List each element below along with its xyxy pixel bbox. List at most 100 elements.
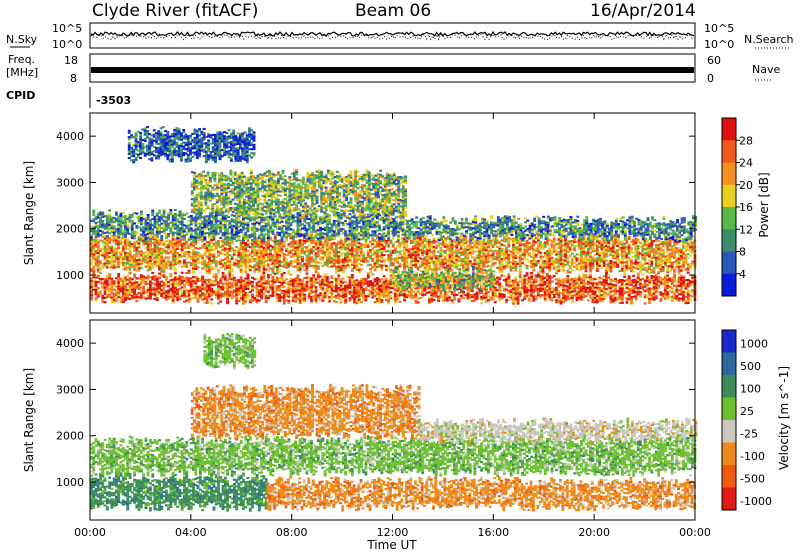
echo-cell <box>383 254 386 256</box>
echo-cell <box>346 262 349 264</box>
echo-cell <box>528 298 531 300</box>
echo-cell <box>530 276 533 278</box>
echo-cell <box>689 299 692 301</box>
echo-cell <box>217 242 220 244</box>
echo-cell <box>537 250 540 252</box>
echo-cell <box>272 286 275 288</box>
echo-cell <box>362 292 365 294</box>
echo-cell <box>380 269 383 271</box>
echo-cell <box>174 270 177 272</box>
echo-cell <box>526 267 529 269</box>
echo-cell <box>578 275 581 277</box>
echo-cell <box>510 270 513 272</box>
echo-cell <box>483 264 486 266</box>
echo-cell <box>342 278 345 280</box>
echo-cell <box>571 297 574 299</box>
echo-cell <box>614 293 617 295</box>
date-title: 16/Apr/2014 <box>590 1 696 21</box>
echo-cell <box>544 281 547 283</box>
echo-cell <box>394 247 397 249</box>
echo-cell <box>315 259 318 261</box>
nave-tick-top: 60 <box>707 54 721 67</box>
echo-cell <box>546 244 549 246</box>
echo-cell <box>335 245 338 247</box>
echo-cell <box>267 247 270 249</box>
nsky-label: N.Sky <box>6 33 38 46</box>
echo-cell <box>247 286 250 288</box>
echo-cell <box>392 262 395 264</box>
echo-cell <box>535 254 538 256</box>
echo-cell <box>287 302 290 304</box>
echo-cell <box>369 251 372 253</box>
echo-cell <box>607 277 610 279</box>
echo-cell <box>542 273 545 275</box>
freq-trace <box>91 67 694 73</box>
echo-cell <box>351 270 354 272</box>
echo-cell <box>95 299 98 301</box>
freq-label-2: [MHz] <box>6 66 38 79</box>
echo-cell <box>380 299 383 301</box>
echo-cell <box>648 302 651 304</box>
echo-cell <box>101 299 104 301</box>
echo-cell <box>507 273 510 275</box>
echo-cell <box>526 274 529 276</box>
echo-cell <box>226 252 229 254</box>
echo-cell <box>675 287 678 289</box>
beam-title: Beam 06 <box>355 1 431 21</box>
echo-cell <box>487 252 490 254</box>
echo-cell <box>110 278 113 280</box>
echo-cell <box>498 276 501 278</box>
freq-tick-bottom: 8 <box>70 72 77 85</box>
echo-cell <box>501 262 504 264</box>
echo-cell <box>580 299 583 301</box>
echo-cell <box>635 283 638 285</box>
echo-cell <box>492 265 495 267</box>
echo-cell <box>172 300 175 302</box>
echo-cell <box>172 297 175 299</box>
echo-cell <box>242 280 245 282</box>
echo-cell <box>285 240 288 242</box>
echo-cell <box>417 254 420 256</box>
echo-cell <box>503 245 506 247</box>
echo-cell <box>301 260 304 262</box>
echo-cell <box>498 256 501 258</box>
echo-cell <box>272 276 275 278</box>
echo-cell <box>380 244 383 246</box>
echo-cell <box>317 266 320 268</box>
echo-cell <box>390 269 393 271</box>
echo-cell <box>498 287 501 289</box>
echo-cell <box>156 299 159 301</box>
echo-cell <box>444 252 447 254</box>
echo-cell <box>648 290 651 292</box>
echo-cell <box>421 248 424 250</box>
echo-cell <box>331 294 334 296</box>
echo-cell <box>337 293 340 295</box>
echo-cell <box>655 289 658 291</box>
echo-cell <box>299 254 302 256</box>
echo-cell <box>390 254 393 256</box>
echo-cell <box>453 292 456 294</box>
echo-cell <box>405 240 408 242</box>
echo-cell <box>117 294 120 296</box>
echo-cell <box>165 276 168 278</box>
echo-cell <box>551 253 554 255</box>
echo-cell <box>562 269 565 271</box>
echo-cell <box>160 256 163 258</box>
echo-cell <box>97 246 100 248</box>
nave-tick-bottom: 0 <box>707 72 714 85</box>
echo-cell <box>326 276 329 278</box>
echo-cell <box>562 283 565 285</box>
echo-cell <box>367 260 370 262</box>
echo-cell <box>655 295 658 297</box>
echo-cell <box>99 291 102 293</box>
echo-cell <box>351 276 354 278</box>
echo-cell <box>172 236 175 238</box>
echo-cell <box>201 240 204 242</box>
echo-cell <box>188 272 191 274</box>
echo-cell <box>208 258 211 260</box>
echo-cell <box>231 241 234 243</box>
echo-cell <box>208 264 211 266</box>
echo-cell <box>217 290 220 292</box>
echo-cell <box>548 268 551 270</box>
echo-cell <box>369 264 372 266</box>
